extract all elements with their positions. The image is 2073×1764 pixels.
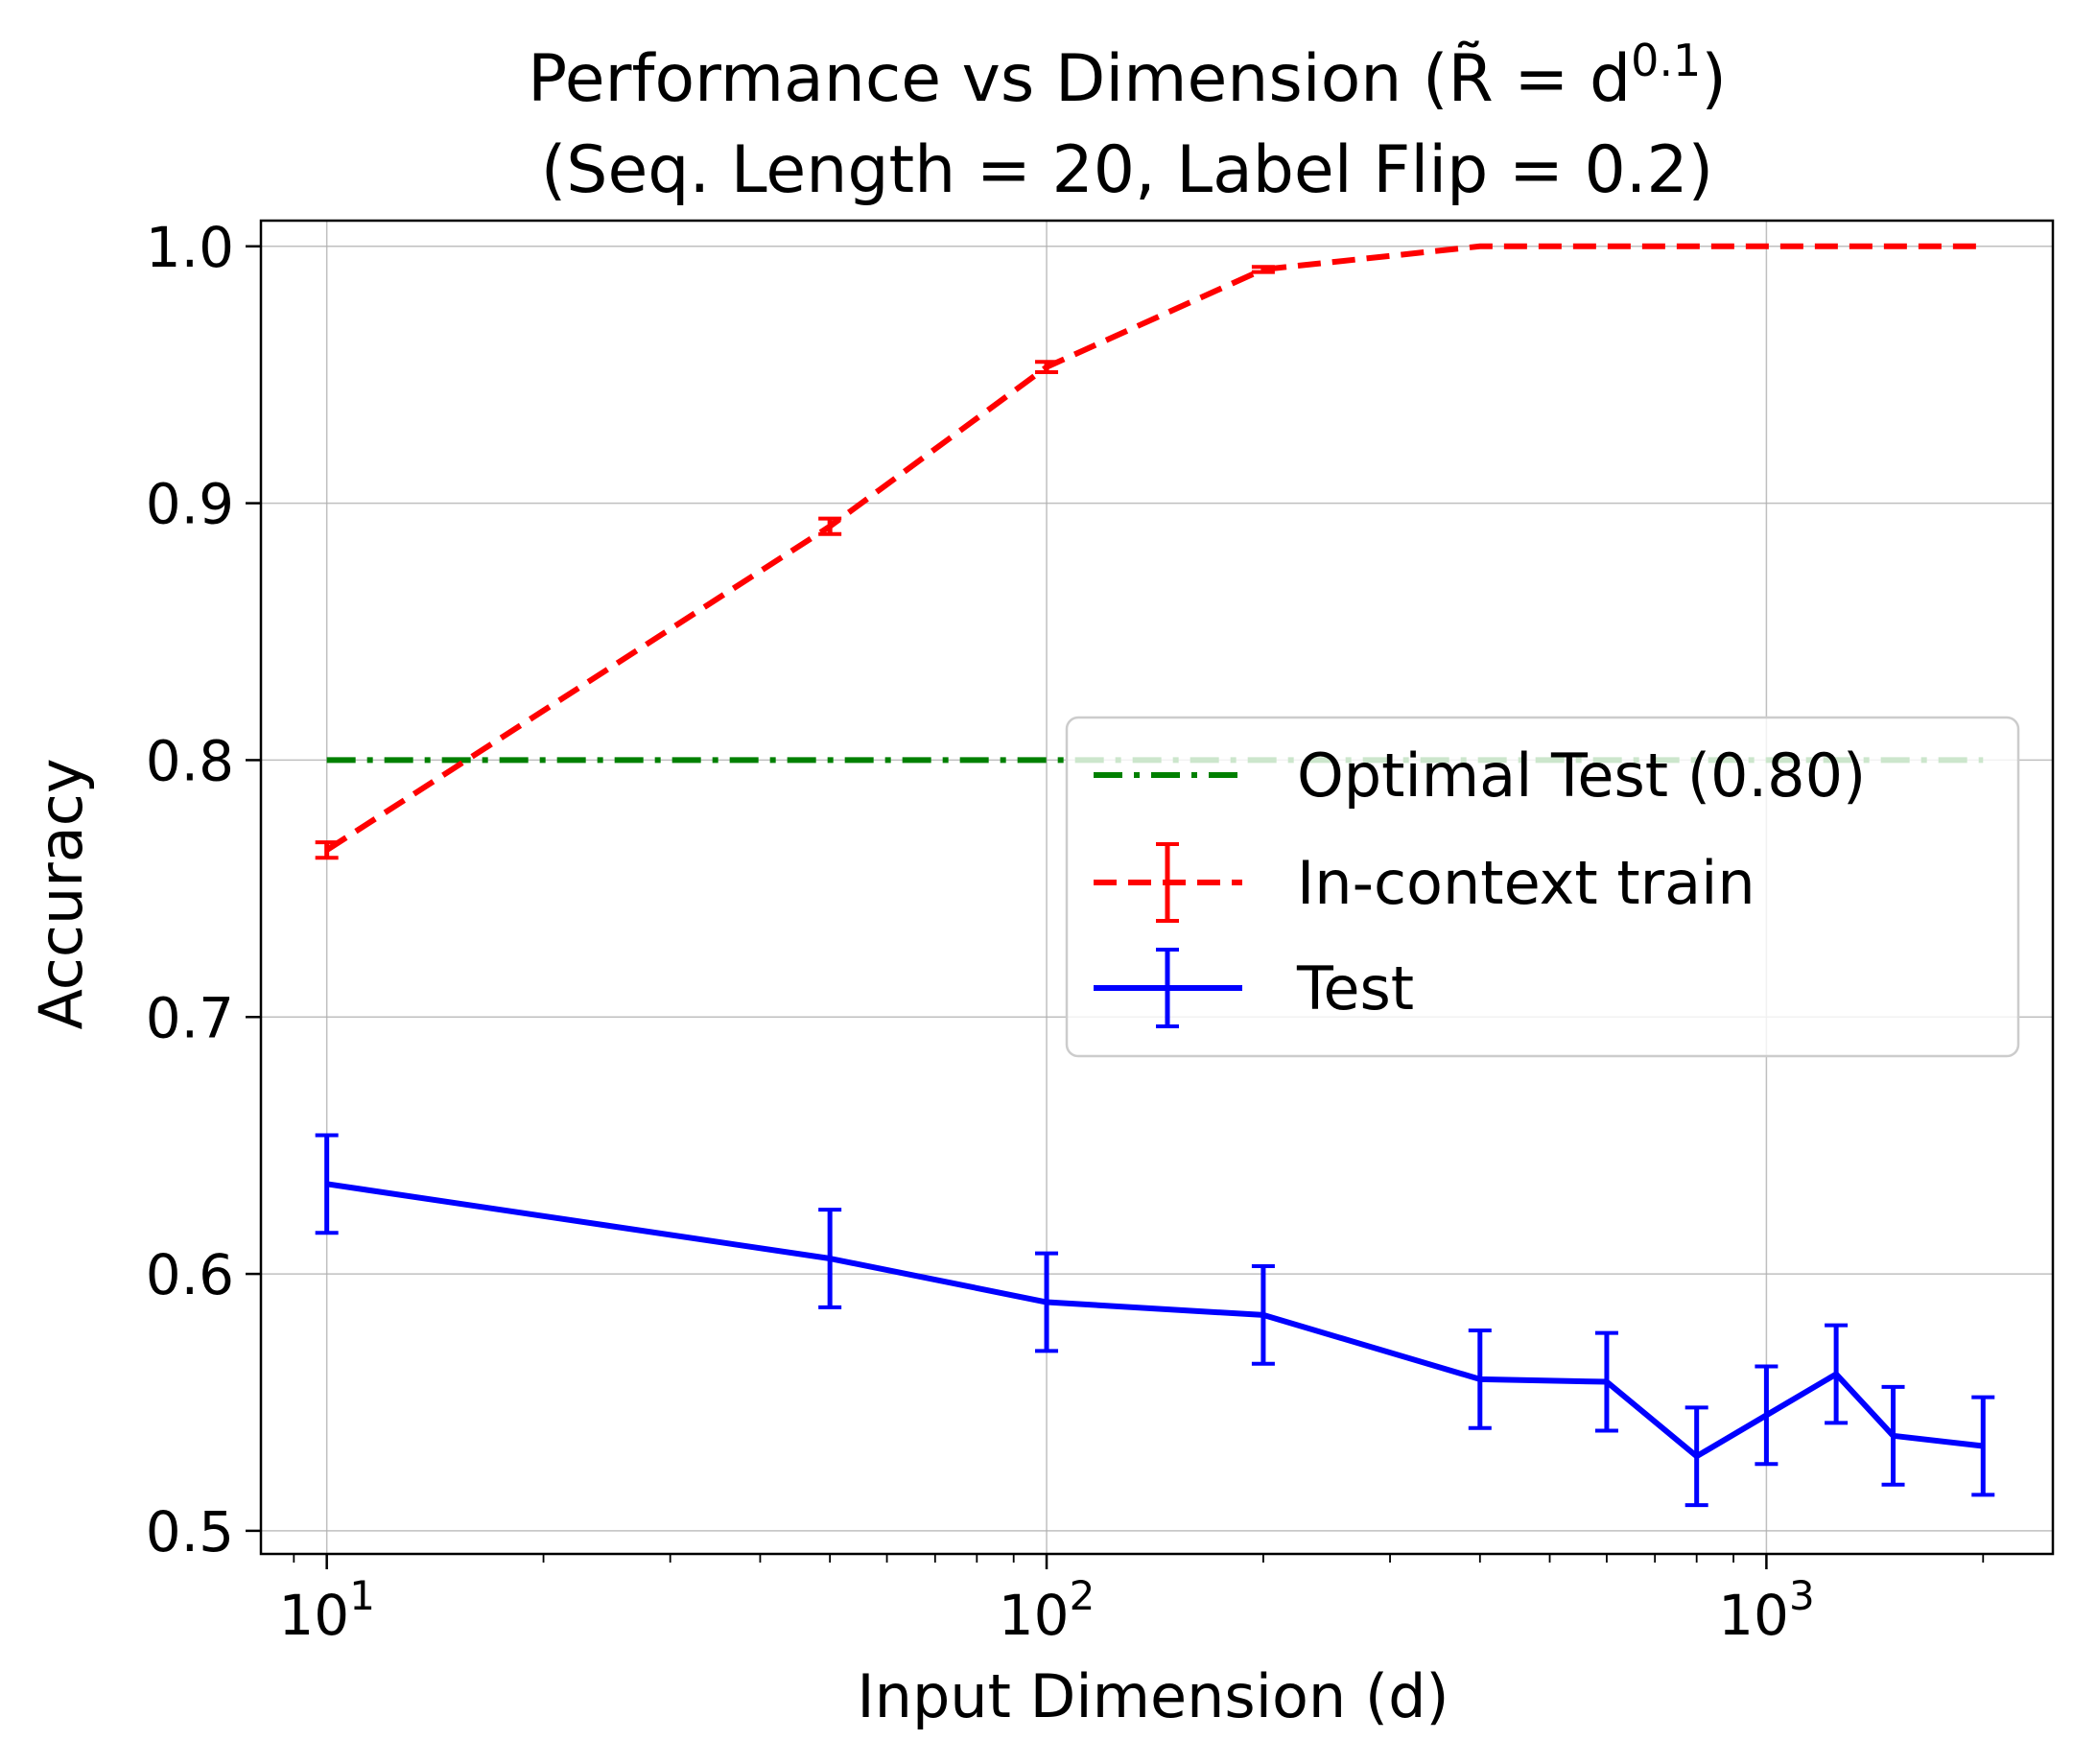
x-axis: 101 102 103: [278, 1554, 1985, 1648]
chart-title-line-2: (Seq. Length = 20, Label Flip = 0.2): [541, 132, 1713, 208]
x-tick-label: 101: [278, 1572, 375, 1648]
error-bar: [1825, 1323, 1849, 1425]
error-bar: [1684, 1405, 1708, 1508]
y-tick-label: 0.8: [146, 728, 234, 793]
error-bar: [1594, 1330, 1618, 1433]
y-tick-label: 0.7: [146, 985, 234, 1050]
series-line: [326, 1181, 1984, 1460]
plot-frame: [259, 219, 2055, 1556]
series-line: [325, 243, 1984, 853]
legend-item: Optimal Test (0.80): [1094, 741, 1866, 811]
error-bar: [1035, 360, 1059, 375]
legend-label: Test: [1296, 953, 1414, 1023]
y-tick-label: 0.6: [146, 1242, 234, 1307]
error-bar: [315, 1133, 339, 1235]
x-axis-label: Input Dimension (d): [857, 1661, 1449, 1731]
y-tick-label: 0.9: [146, 472, 234, 537]
x-tick-label: 103: [1718, 1572, 1815, 1648]
error-bar: [1468, 1328, 1492, 1430]
y-tick-label: 0.5: [146, 1499, 234, 1564]
y-axis: 0.5 0.6 0.7 0.8 0.9 1.0: [146, 215, 261, 1564]
legend-label: In-context train: [1297, 848, 1755, 918]
legend-frame: [1065, 716, 2020, 1058]
y-tick-label: 1.0: [146, 215, 234, 280]
legend: Optimal Test (0.80) In-context train Test: [1065, 716, 2020, 1058]
series-in-context-train: [315, 243, 1984, 860]
error-bar: [1251, 1264, 1275, 1366]
y-axis-label: Accuracy: [26, 758, 96, 1029]
chart-title-line-1: Performance vs Dimension (R̃ = d0.1): [528, 35, 1727, 117]
error-bar: [1035, 1251, 1059, 1353]
error-bar: [1251, 265, 1275, 274]
error-bar: [1755, 1364, 1779, 1467]
legend-item: Test: [1094, 948, 1414, 1028]
x-tick-label: 102: [999, 1572, 1095, 1648]
error-bar: [818, 1208, 842, 1309]
error-bar: [315, 840, 339, 860]
series-test: [315, 1133, 1995, 1508]
legend-item: In-context train: [1094, 842, 1755, 923]
error-bar: [818, 516, 842, 536]
legend-label: Optimal Test (0.80): [1297, 741, 1866, 811]
error-bar: [1881, 1384, 1905, 1487]
error-bar: [1971, 1395, 1995, 1497]
